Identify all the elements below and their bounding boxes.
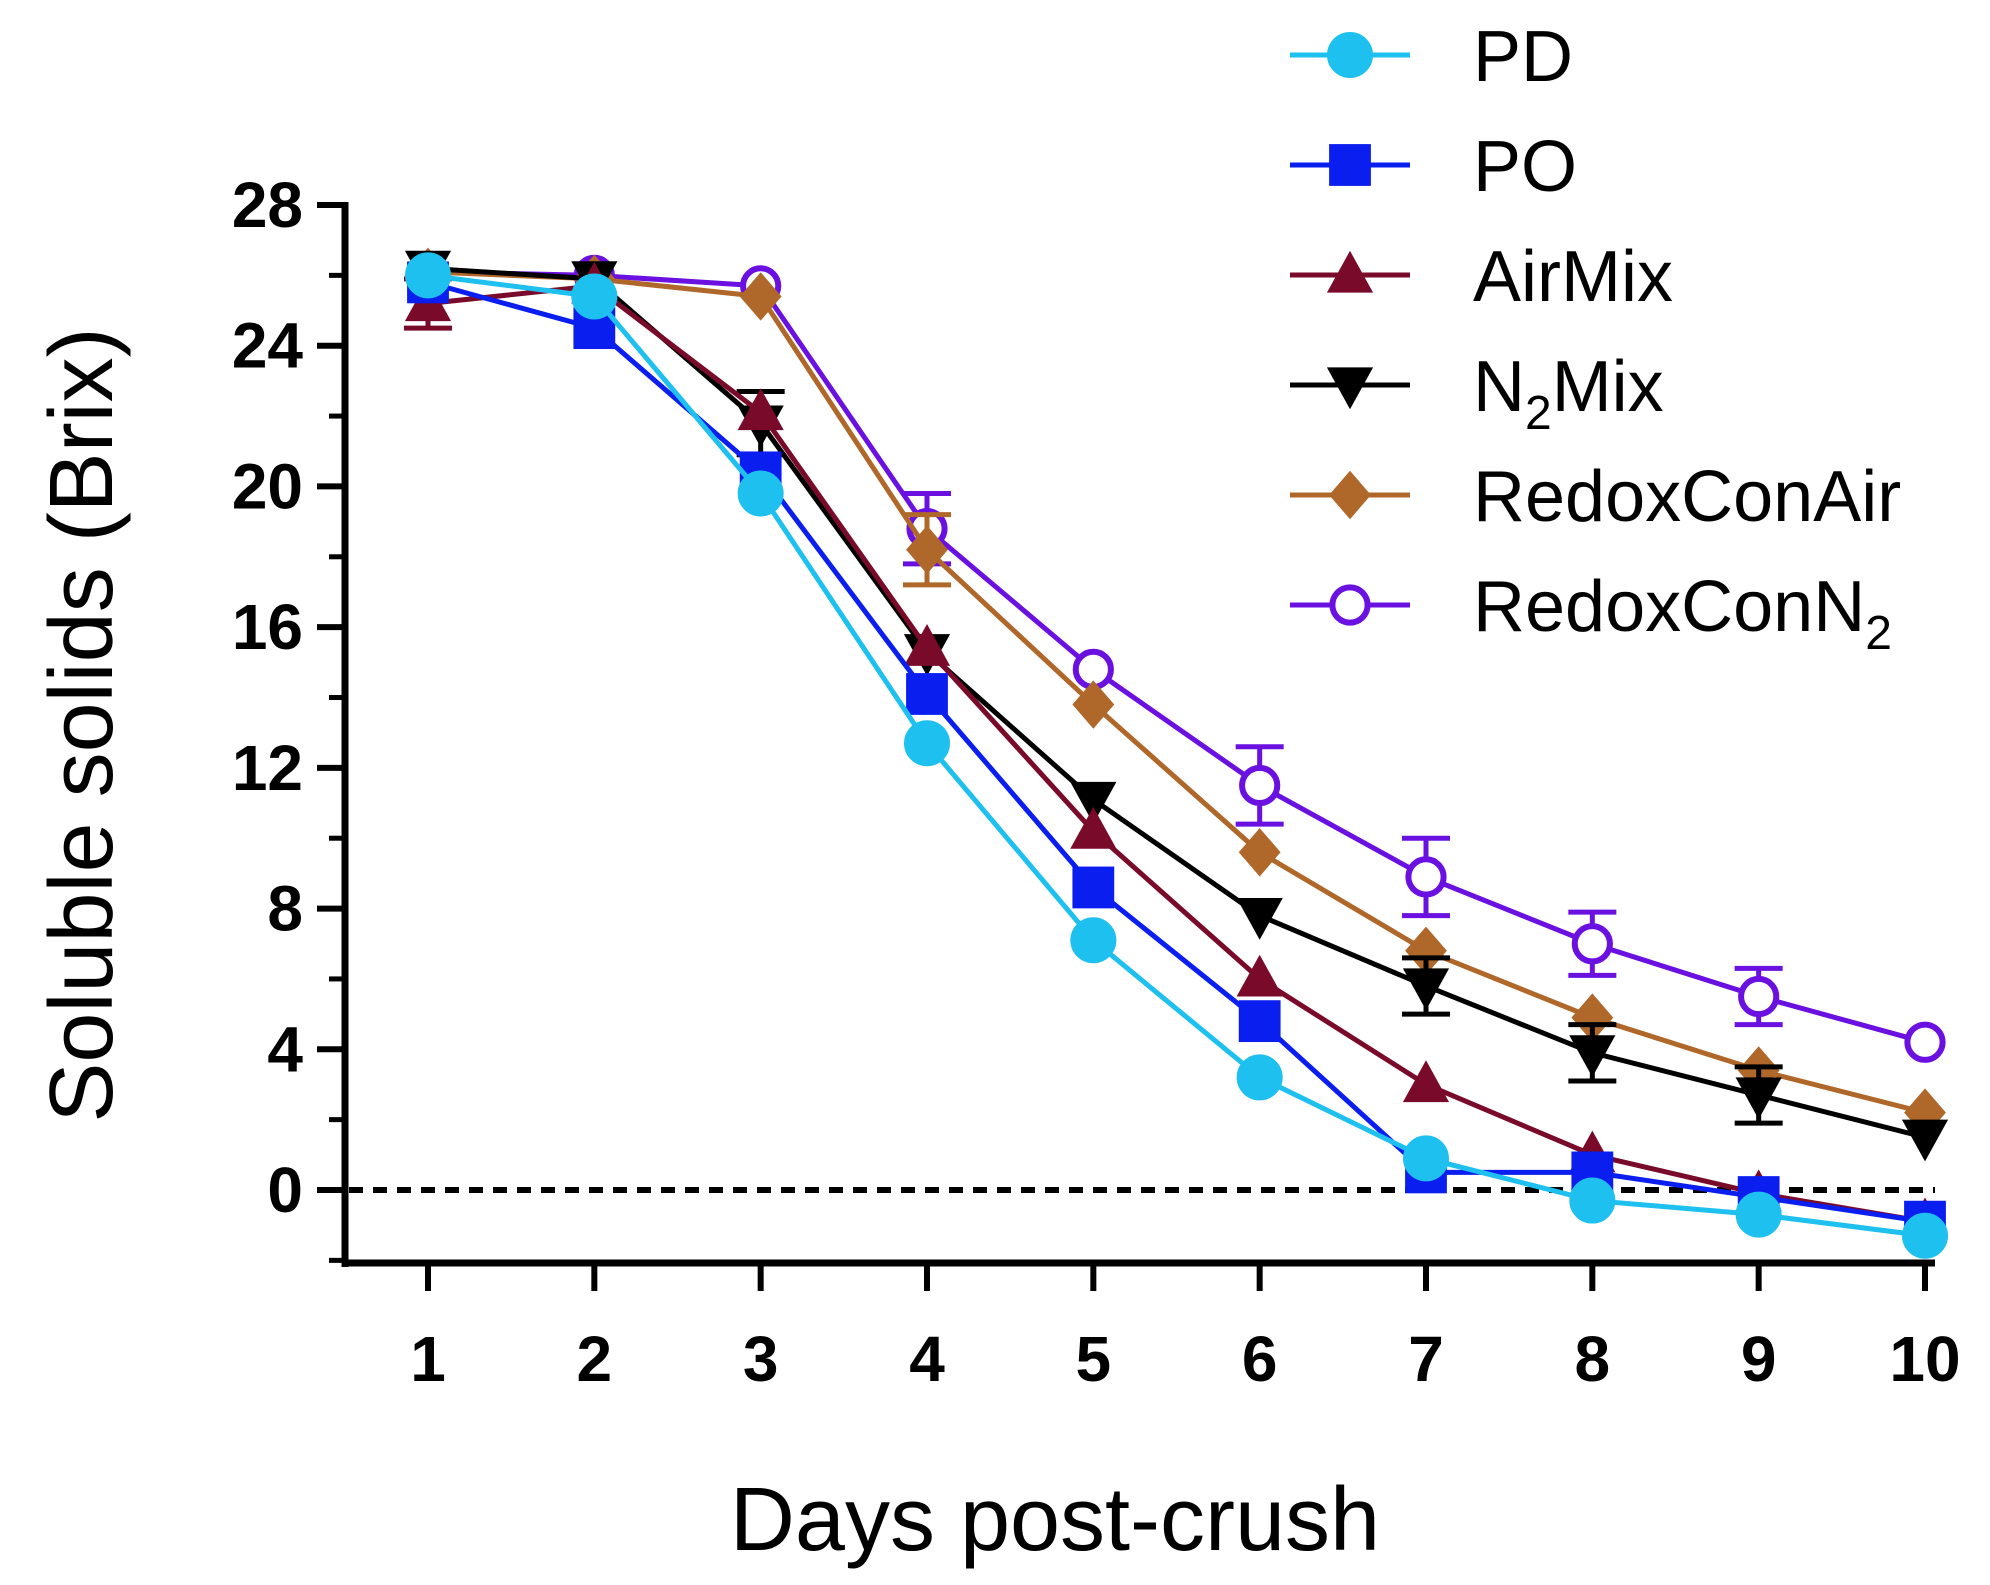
x-tick-label: 10 — [1889, 1323, 1960, 1395]
data-point — [1735, 1191, 1782, 1238]
data-point — [1239, 764, 1281, 807]
data-point — [1571, 923, 1613, 965]
data-point — [1735, 1077, 1782, 1120]
data-point — [1070, 781, 1117, 824]
series-line — [427, 283, 1926, 1225]
data-point — [1405, 926, 1447, 975]
data-point — [906, 673, 948, 715]
data-point — [1236, 954, 1283, 997]
legend-label: RedoxConN2 — [1473, 567, 1892, 660]
legend-item-PD: PD — [1290, 17, 1573, 97]
data-point — [737, 470, 784, 517]
legend-subscript: 2 — [1525, 387, 1552, 440]
y-tick-label: 4 — [267, 1013, 303, 1085]
data-point — [1236, 1054, 1283, 1101]
data-point — [906, 525, 948, 574]
x-tick-label: 6 — [1242, 1323, 1278, 1395]
legend-item-RedoxConN2: RedoxConN2 — [1290, 567, 1892, 660]
series-layer — [404, 247, 1949, 1259]
legend-item-N2Mix: N2Mix — [1290, 347, 1664, 440]
legend-suffix: Mix — [1552, 347, 1664, 427]
data-point — [904, 720, 950, 767]
data-point — [903, 624, 951, 666]
legend-label: AirMix — [1473, 237, 1673, 317]
x-tick-label: 7 — [1408, 1323, 1444, 1395]
legend-label: PO — [1473, 127, 1577, 207]
data-point — [1571, 993, 1614, 1042]
series-PD — [405, 252, 1948, 1259]
y-tick-label: 20 — [232, 450, 303, 522]
series-PO — [407, 261, 1946, 1243]
legend-marker — [1326, 367, 1374, 410]
series-line — [427, 272, 1926, 1239]
data-point — [1236, 898, 1283, 940]
legend-item-RedoxConAir: RedoxConAir — [1290, 457, 1901, 537]
legend-item-AirMix: AirMix — [1290, 237, 1673, 317]
x-tick-label: 2 — [577, 1323, 613, 1395]
legend-label: N2Mix — [1473, 347, 1664, 440]
legend-marker — [1327, 32, 1373, 78]
legend-marker — [1329, 470, 1371, 520]
x-tick-label: 9 — [1741, 1323, 1777, 1395]
series-line — [427, 269, 1926, 1116]
data-point — [1902, 1212, 1948, 1259]
data-point — [1901, 1119, 1949, 1162]
data-point — [1403, 1135, 1449, 1182]
data-point — [1569, 1035, 1616, 1078]
y-tick-label: 28 — [232, 169, 303, 241]
data-point — [1238, 828, 1281, 877]
y-tick-label: 16 — [232, 591, 303, 663]
data-point — [1072, 680, 1115, 729]
legend-marker — [1329, 584, 1371, 626]
y-tick-label: 0 — [267, 1154, 303, 1226]
x-tick-label: 5 — [1076, 1323, 1112, 1395]
data-point — [1070, 917, 1117, 964]
series-line — [427, 279, 1926, 1225]
legend-label: RedoxConAir — [1473, 457, 1901, 537]
legend-subscript: 2 — [1865, 607, 1892, 660]
series-RedoxConN2 — [407, 251, 1946, 1063]
data-point — [1238, 1000, 1281, 1043]
data-point — [1402, 1060, 1450, 1103]
y-axis-title: Soluble solids (Brix) — [32, 327, 132, 1122]
data-point — [1569, 1177, 1616, 1224]
series-RedoxConAir — [407, 247, 1946, 1137]
data-point — [1738, 975, 1780, 1018]
legend: PD PO AirMix N2Mix RedoxConAir RedoxConN2 — [1290, 17, 1901, 660]
x-tick-label: 8 — [1575, 1323, 1611, 1395]
series-N2Mix — [404, 250, 1949, 1162]
data-point — [571, 273, 618, 320]
legend-item-PO: PO — [1290, 127, 1577, 207]
y-tick-label: 8 — [267, 873, 303, 945]
data-point — [1402, 968, 1450, 1011]
series-line — [427, 269, 1926, 1045]
legend-marker — [1326, 250, 1374, 293]
data-point — [1072, 866, 1115, 909]
data-point — [739, 272, 782, 321]
data-point — [1405, 856, 1447, 898]
data-point — [1904, 1021, 1946, 1063]
x-tick-label: 1 — [410, 1323, 446, 1395]
legend-label: PD — [1473, 17, 1573, 97]
data-point — [737, 388, 784, 431]
data-point — [1070, 806, 1117, 849]
legend-marker — [1329, 144, 1371, 186]
x-tick-label: 4 — [909, 1323, 945, 1395]
y-tick-label: 12 — [232, 732, 303, 804]
data-point — [405, 252, 451, 299]
x-axis-title: Days post-crush — [730, 1470, 1380, 1570]
x-tick-label: 3 — [743, 1323, 779, 1395]
series-AirMix — [404, 261, 1949, 1240]
y-tick-label: 24 — [232, 310, 304, 382]
